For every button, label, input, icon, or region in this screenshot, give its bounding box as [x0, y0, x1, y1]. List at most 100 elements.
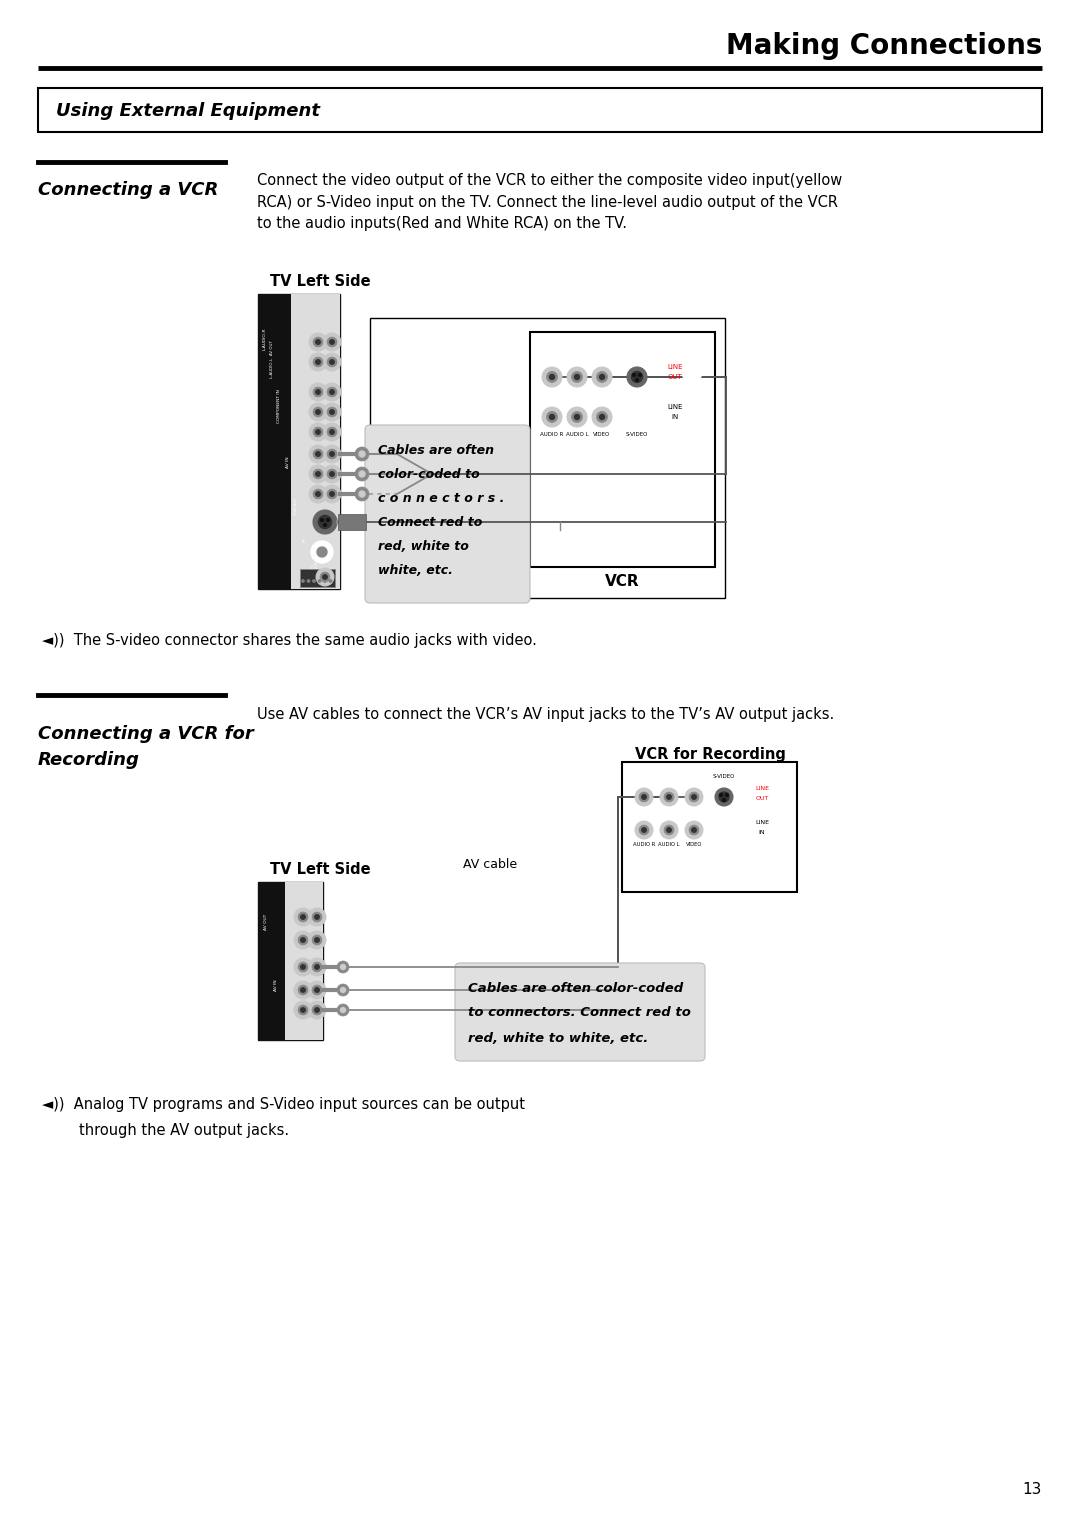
FancyBboxPatch shape [300, 569, 335, 587]
Circle shape [309, 484, 327, 503]
Circle shape [546, 371, 557, 383]
Text: to connectors. Connect red to: to connectors. Connect red to [468, 1007, 691, 1019]
Text: RF: RF [303, 536, 307, 542]
Circle shape [639, 792, 649, 802]
Circle shape [313, 357, 323, 366]
Circle shape [294, 958, 312, 977]
Circle shape [685, 787, 703, 805]
Circle shape [301, 580, 305, 583]
Circle shape [312, 936, 322, 945]
Circle shape [550, 374, 554, 380]
Circle shape [599, 415, 605, 419]
Circle shape [340, 1007, 346, 1013]
Text: AV cable: AV cable [463, 858, 517, 872]
Circle shape [318, 547, 327, 557]
Circle shape [329, 451, 334, 456]
Circle shape [642, 828, 646, 833]
Circle shape [324, 524, 326, 527]
Circle shape [315, 360, 321, 365]
Circle shape [359, 471, 365, 477]
Circle shape [323, 403, 341, 421]
Text: Cables are often: Cables are often [378, 444, 494, 457]
Text: LINE: LINE [667, 363, 683, 369]
Text: TV Left Side: TV Left Side [270, 274, 370, 289]
Circle shape [300, 914, 306, 919]
Text: AV IN: AV IN [286, 456, 291, 468]
Text: AV OUT: AV OUT [264, 913, 268, 930]
Circle shape [309, 465, 327, 483]
Circle shape [300, 1008, 306, 1013]
Circle shape [359, 451, 365, 457]
Circle shape [642, 795, 646, 799]
Circle shape [323, 445, 341, 463]
Circle shape [294, 931, 312, 949]
Circle shape [314, 937, 320, 942]
Text: PIC
D-SUB IN: PIC D-SUB IN [311, 556, 320, 574]
Text: VCR: VCR [605, 574, 639, 589]
Circle shape [692, 828, 697, 833]
Circle shape [309, 403, 327, 421]
Circle shape [315, 451, 321, 456]
Circle shape [689, 825, 699, 834]
Circle shape [329, 339, 334, 344]
Circle shape [308, 580, 310, 583]
Circle shape [546, 412, 557, 422]
Circle shape [635, 821, 653, 839]
Circle shape [681, 403, 702, 422]
Text: COMPONENT IN: COMPONENT IN [276, 389, 281, 422]
Circle shape [309, 353, 327, 371]
Circle shape [315, 410, 321, 415]
Circle shape [337, 984, 349, 996]
Text: through the AV output jacks.: through the AV output jacks. [42, 1122, 289, 1137]
Circle shape [308, 981, 326, 999]
Circle shape [359, 491, 365, 497]
Text: Use AV cables to connect the VCR’s AV input jacks to the TV’s AV output jacks.: Use AV cables to connect the VCR’s AV in… [257, 707, 834, 722]
Circle shape [314, 914, 320, 919]
Circle shape [327, 407, 337, 416]
Circle shape [355, 488, 369, 501]
Circle shape [313, 510, 337, 534]
Text: LINE: LINE [755, 786, 769, 792]
Circle shape [319, 515, 332, 528]
Circle shape [323, 333, 341, 351]
Circle shape [327, 450, 337, 459]
Circle shape [768, 784, 786, 802]
Circle shape [313, 407, 323, 416]
Circle shape [312, 986, 322, 995]
Text: OUT: OUT [755, 796, 769, 801]
Text: color-coded to: color-coded to [378, 468, 480, 480]
Circle shape [639, 825, 649, 834]
Text: Using External Equipment: Using External Equipment [56, 101, 320, 120]
Circle shape [340, 987, 346, 993]
Circle shape [592, 407, 612, 427]
Bar [622, 762, 797, 892]
Circle shape [308, 1001, 326, 1019]
Text: VIDEO: VIDEO [686, 842, 702, 848]
Circle shape [312, 911, 322, 922]
Circle shape [329, 580, 332, 583]
Text: AV IN: AV IN [274, 980, 278, 990]
Text: Connect red to: Connect red to [378, 515, 483, 528]
Bar [284, 883, 323, 1040]
Circle shape [660, 821, 678, 839]
Circle shape [314, 964, 320, 969]
Circle shape [298, 961, 308, 972]
Text: VIDEO: VIDEO [593, 431, 610, 436]
Circle shape [575, 374, 580, 380]
Circle shape [323, 383, 341, 401]
Text: Connecting a VCR: Connecting a VCR [38, 182, 218, 198]
Text: OUT: OUT [667, 374, 683, 380]
Circle shape [575, 415, 580, 419]
Circle shape [550, 415, 554, 419]
Circle shape [327, 338, 337, 347]
Circle shape [308, 908, 326, 927]
Circle shape [571, 412, 582, 422]
Circle shape [300, 937, 306, 942]
Circle shape [323, 353, 341, 371]
Circle shape [692, 795, 697, 799]
Circle shape [327, 469, 337, 478]
Circle shape [329, 472, 334, 477]
FancyBboxPatch shape [365, 425, 530, 603]
Circle shape [323, 465, 341, 483]
Circle shape [327, 489, 337, 500]
